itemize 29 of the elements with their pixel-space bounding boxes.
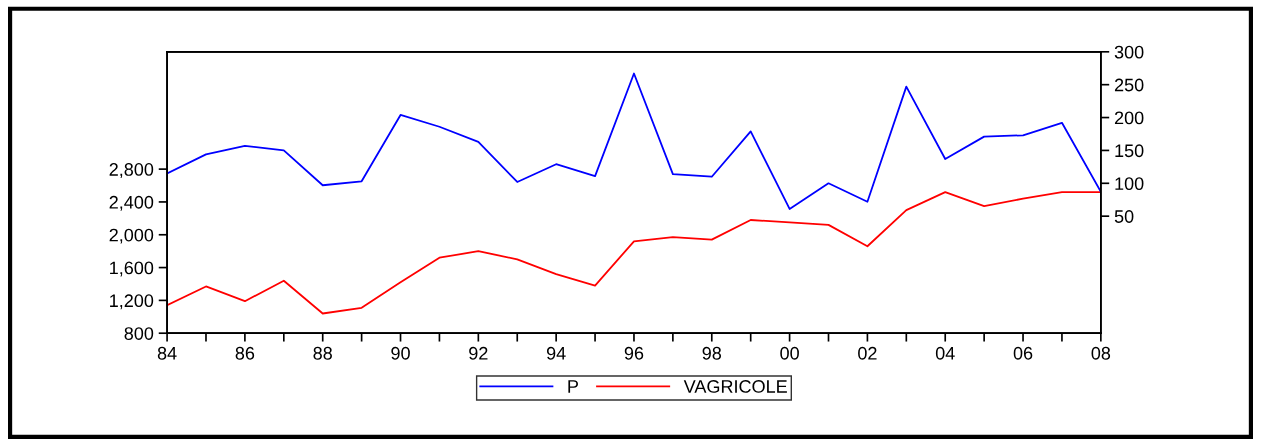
legend-label: P (568, 380, 578, 393)
y-tick-label: 2,800 (109, 163, 154, 178)
y-tick-label: 2,400 (109, 195, 154, 211)
y2-tick-label: 300 (1114, 45, 1144, 59)
line-series (167, 191, 1101, 315)
x-tick-label: 04 (935, 346, 955, 360)
y-tick-label: 2,000 (109, 228, 154, 244)
y2-tick-label: 150 (1115, 144, 1144, 158)
x-tick-label: 00 (780, 346, 799, 360)
y-tick-label: 1,600 (110, 261, 154, 277)
y-tick-label: 1,200 (110, 294, 154, 310)
y2-tick-label: 200 (1114, 111, 1144, 125)
x-tick-label: 92 (469, 346, 488, 360)
x-tick-label: 94 (546, 346, 566, 360)
x-tick-label: 08 (1091, 346, 1111, 360)
x-tick-label: 86 (235, 346, 255, 360)
x-tick-label: 98 (702, 346, 722, 360)
line-series (167, 72, 1101, 210)
x-tick-label: 90 (391, 346, 410, 360)
x-tick-label: 06 (1013, 346, 1033, 360)
x-tick-label: 88 (313, 346, 332, 360)
y2-tick-label: 50 (1114, 210, 1134, 223)
y2-tick-label: 250 (1114, 78, 1144, 92)
y-tick-label: 800 (124, 327, 154, 340)
x-tick-label: 02 (858, 346, 877, 360)
legend-label: VAGRICOLE (683, 380, 787, 393)
x-tick-label: 84 (157, 346, 177, 360)
y2-tick-label: 100 (1115, 177, 1144, 191)
x-tick-label: 96 (624, 346, 644, 360)
